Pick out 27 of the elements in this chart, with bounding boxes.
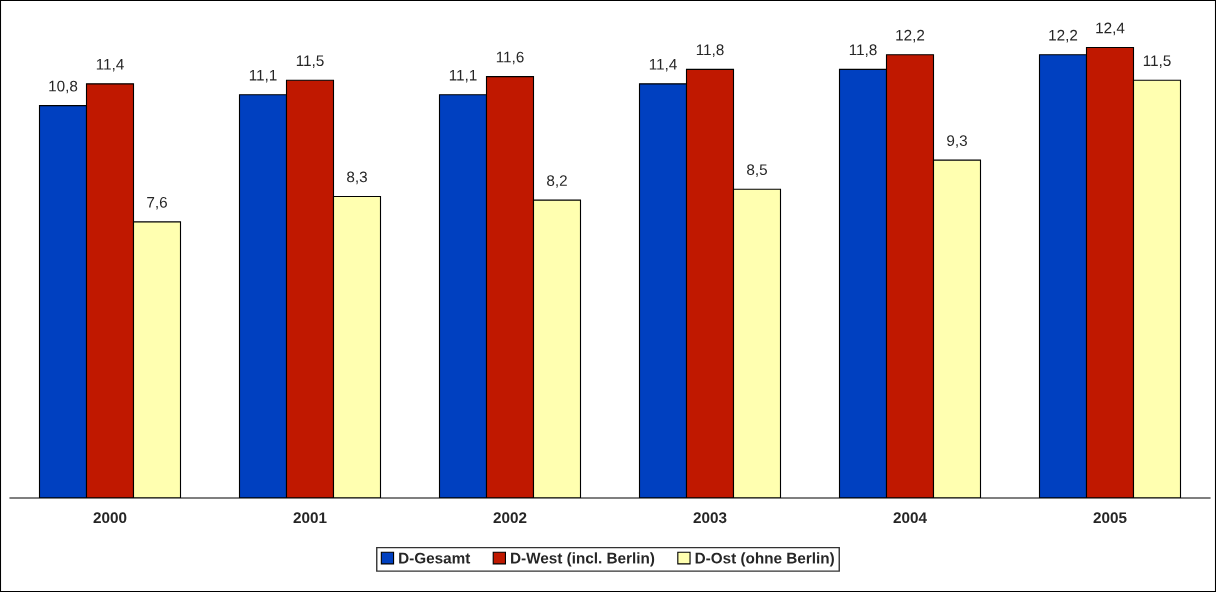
- data-label: 8,5: [747, 164, 767, 177]
- x-tick-label: 2000: [93, 512, 127, 524]
- data-label: 12,4: [1096, 22, 1125, 36]
- x-tick-label: 2004: [893, 512, 927, 524]
- x-tick-label: 2001: [293, 512, 327, 524]
- x-tick-label: 2005: [1093, 512, 1127, 524]
- x-tick-label: 2003: [693, 512, 727, 524]
- legend-label: D-Gesamt: [399, 552, 471, 564]
- data-label: 11,4: [649, 59, 677, 72]
- legend-label: D-Ost (ohne Berlin): [695, 552, 834, 567]
- data-label: 11,4: [96, 59, 124, 72]
- data-label: 7,6: [147, 196, 167, 210]
- data-label: 10,8: [49, 80, 78, 94]
- legend-label: D-West (incl. Berlin): [511, 552, 655, 567]
- data-label: 11,5: [1143, 55, 1171, 68]
- data-label: 11,5: [296, 55, 324, 68]
- data-label: 11,6: [496, 51, 524, 65]
- data-label: 9,3: [947, 135, 967, 148]
- x-tick-label: 2002: [493, 512, 527, 524]
- data-label: 11,1: [249, 69, 277, 83]
- data-label: 8,2: [547, 175, 567, 188]
- data-label: 11,8: [849, 44, 877, 57]
- data-label: 12,2: [1049, 29, 1078, 43]
- data-label: 11,1: [449, 69, 477, 83]
- data-label: 8,3: [347, 171, 367, 185]
- data-label: 11,8: [696, 44, 724, 57]
- data-label: 12,2: [896, 29, 925, 43]
